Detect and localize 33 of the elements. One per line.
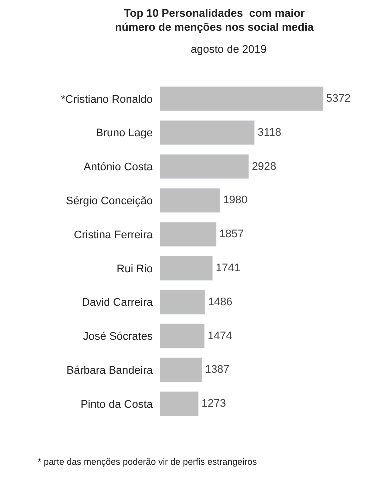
bar (160, 324, 206, 349)
data-label: 1387 (205, 364, 230, 376)
data-label: 5372 (326, 92, 351, 105)
data-label: 3118 (258, 126, 282, 139)
data-label: 2928 (252, 160, 277, 173)
bar (160, 120, 256, 146)
y-tick-label: Rui Rio (116, 263, 153, 276)
bar (160, 358, 202, 383)
data-label: 1741 (216, 262, 240, 274)
data-label: 1474 (208, 330, 232, 342)
data-label: 1857 (219, 228, 244, 241)
data-label: 1980 (223, 194, 248, 207)
data-label: 1273 (202, 398, 226, 410)
y-tick-label: Sérgio Conceição (66, 196, 153, 208)
y-tick-label: Bárbara Bandeira (66, 365, 154, 377)
bar (160, 86, 324, 112)
y-tick-label: Pinto da Costa (80, 398, 154, 411)
bar (160, 222, 217, 247)
data-label: 1486 (208, 296, 233, 308)
y-tick-label: David Carreira (82, 297, 154, 310)
y-tick-label: *Cristiano Ronaldo (61, 94, 153, 106)
chart-title: Top 10 Personalidades com maior número de menções nos social media (115, 8, 315, 34)
y-tick-label: Cristina Ferreira (74, 229, 154, 242)
y-tick-label: Bruno Lage (96, 128, 153, 140)
bar (160, 392, 199, 416)
text: * parte das menções poderão vir de perfis estrangeiros (38, 457, 258, 467)
chart-subtitle: agosto de 2019 (191, 44, 267, 56)
bar (160, 188, 220, 214)
y-tick-label: José Sócrates (83, 331, 154, 344)
y-tick-label: António Costa (84, 162, 154, 174)
bar (160, 154, 250, 180)
bar (160, 290, 206, 315)
bar (160, 256, 214, 281)
